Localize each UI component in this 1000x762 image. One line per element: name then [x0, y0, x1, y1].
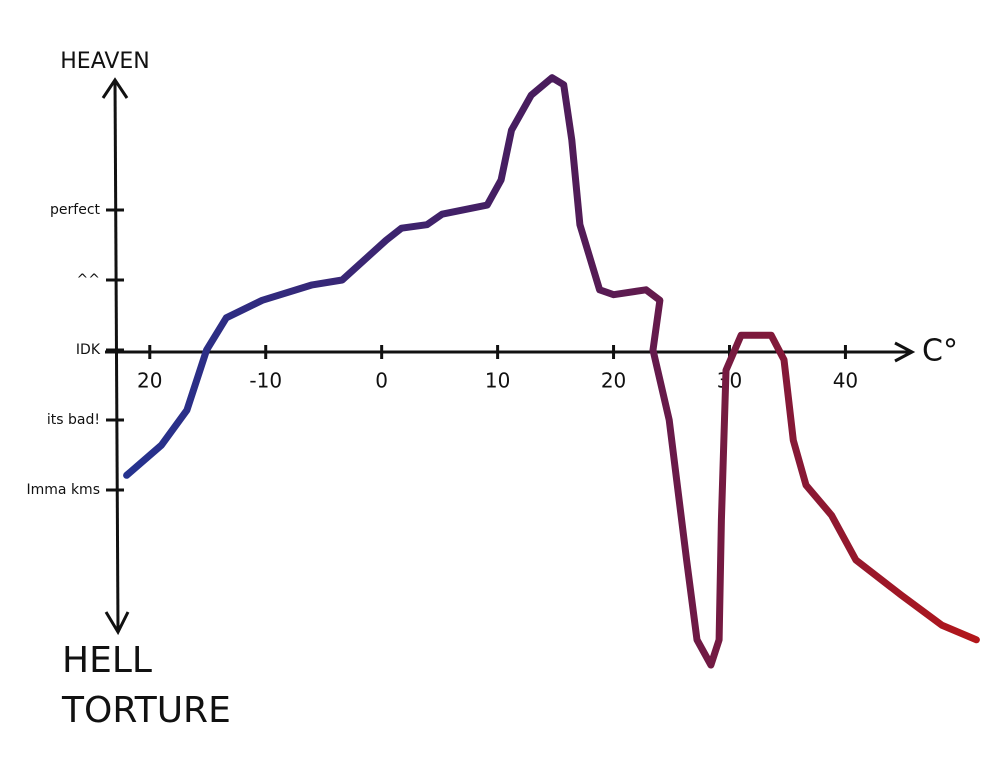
- top-label: HEAVEN: [60, 49, 150, 74]
- data-line: [123, 74, 980, 669]
- y-tick-label: Imma kms: [27, 482, 100, 498]
- y-axis: [113, 79, 120, 631]
- y-arrow-top: [101, 77, 129, 99]
- bottom-label: TORTURE: [61, 690, 231, 731]
- x-arrow: [894, 341, 916, 363]
- y-arrow-bottom: [104, 611, 130, 636]
- x-tick-label: 10: [485, 369, 510, 393]
- y-tick-label: its bad!: [47, 412, 100, 428]
- x-tick-label: 0: [375, 369, 388, 393]
- y-tick-label: ^^: [77, 272, 100, 288]
- x-tick-label: 20: [137, 369, 162, 393]
- x-tick-label: -10: [249, 369, 282, 393]
- bottom-label: HELL: [62, 640, 152, 681]
- y-tick-label: perfect: [50, 202, 100, 218]
- y-tick-label: IDK: [76, 342, 101, 358]
- x-tick-label: 40: [833, 369, 858, 393]
- x-tick-label: 20: [601, 369, 626, 393]
- x-axis-label: C°: [922, 334, 958, 369]
- x-tick-label: 30: [717, 369, 742, 393]
